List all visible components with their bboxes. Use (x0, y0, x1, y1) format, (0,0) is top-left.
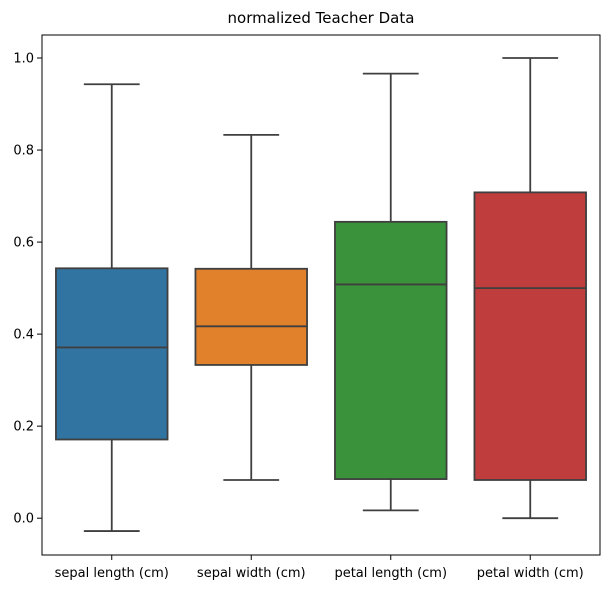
x-tick-label: sepal length (cm) (55, 566, 169, 581)
iqr-box (334, 220, 448, 480)
y-tick-label: 0.8 (13, 144, 34, 159)
x-tick-label: petal length (cm) (334, 566, 447, 581)
y-tick-label: 0.0 (13, 512, 34, 527)
box-petal-length: petal length (cm) (334, 72, 448, 581)
iqr-box (55, 267, 169, 441)
box-sepal-length: sepal length (cm) (55, 83, 169, 581)
y-tick-label: 1.0 (13, 52, 34, 67)
chart-title: normalized Teacher Data (228, 9, 415, 27)
y-tick-label: 0.2 (13, 420, 34, 435)
plot-frame (41, 34, 601, 556)
y-tick-label: 0.4 (13, 328, 34, 343)
iqr-box (473, 191, 587, 481)
box-petal-width: petal width (cm) (473, 57, 587, 581)
iqr-box (194, 267, 308, 366)
x-tick-label: petal width (cm) (477, 566, 584, 581)
x-tick-label: sepal width (cm) (197, 566, 306, 581)
plot-area: 0.0 0.2 0.4 0.6 0.8 1.0 sepal length (cm) sepal… (13, 34, 601, 581)
box-sepal-width: sepal width (cm) (194, 133, 308, 581)
y-tick-label: 0.6 (13, 236, 34, 251)
